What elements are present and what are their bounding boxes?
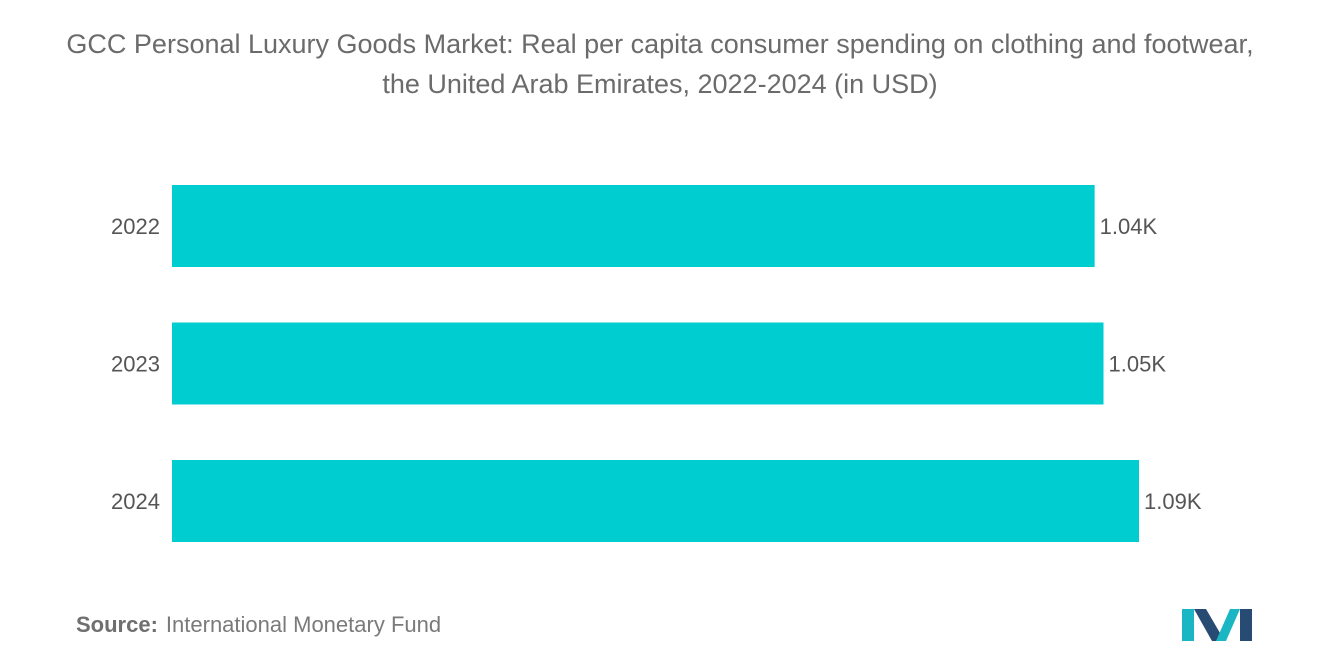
bar-2022 bbox=[172, 185, 1095, 267]
value-label-2024: 1.09K bbox=[1144, 489, 1202, 514]
bar-2024 bbox=[172, 460, 1139, 542]
source-label: Source: bbox=[76, 612, 158, 637]
category-label-2023: 2023 bbox=[111, 352, 160, 377]
chart-title: GCC Personal Luxury Goods Market: Real p… bbox=[66, 29, 1254, 99]
bar-2023 bbox=[172, 322, 1104, 405]
source-note: Source: International Monetary Fund bbox=[76, 612, 441, 638]
category-label-2024: 2024 bbox=[111, 489, 160, 514]
value-label-2022: 1.04K bbox=[1100, 214, 1158, 239]
category-label-2022: 2022 bbox=[111, 214, 160, 239]
mordor-intelligence-logo-icon bbox=[1182, 609, 1252, 641]
source-text: International Monetary Fund bbox=[165, 612, 442, 637]
value-label-2023: 1.05K bbox=[1109, 352, 1167, 377]
